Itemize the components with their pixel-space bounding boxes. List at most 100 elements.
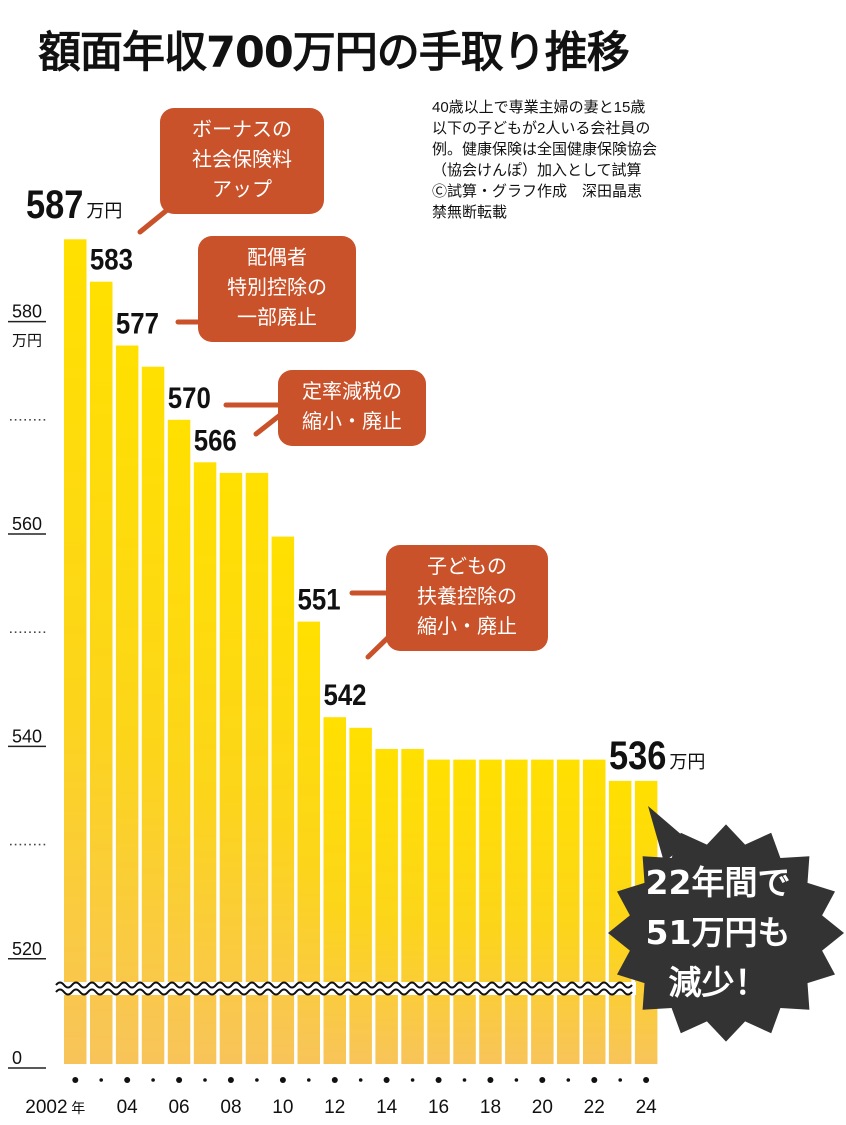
data-label-542: 542: [324, 678, 367, 711]
burst-line: 51万円も: [645, 913, 791, 952]
x-tick-dot: [514, 1078, 519, 1082]
bar-2009: [245, 472, 269, 1064]
burst-text: 22年間で 51万円も 減少！: [628, 858, 808, 1008]
x-tick-unit: 年: [71, 1100, 85, 1116]
y-tick-unit: 万円: [12, 333, 42, 350]
x-tick-label-2002: 2002: [25, 1097, 67, 1118]
callout-line: 社会保険料: [192, 147, 292, 171]
x-tick-dot: [462, 1078, 467, 1082]
x-tick-label-24: 24: [636, 1097, 658, 1118]
y-tick-label-560: 560: [12, 514, 42, 534]
x-tick-dot: [227, 1077, 234, 1083]
break-line-upper: [55, 981, 633, 989]
x-tick-dot: [279, 1077, 286, 1083]
x-tick-dot: [151, 1078, 155, 1082]
x-tick-label-22: 22: [584, 1097, 605, 1118]
bar-2007: [193, 462, 217, 1064]
x-tick-dot: [99, 1078, 103, 1082]
x-tick-dot: [618, 1078, 622, 1082]
bar-2019: [505, 759, 528, 1064]
axis-break-wave: [55, 981, 636, 996]
bar-2002: [64, 239, 87, 1065]
bar-2022: [583, 759, 606, 1064]
callout-line: 一部廃止: [237, 305, 317, 329]
bar-2003: [90, 281, 113, 1064]
callout-line: アップ: [212, 177, 272, 201]
x-tick-dot: [643, 1077, 650, 1083]
note-line: （協会けんぽ）加入として試算: [432, 162, 642, 179]
dotted-gridlines: [10, 418, 48, 846]
burst-line: 減少！: [668, 963, 768, 1002]
bar-2008: [219, 472, 243, 1064]
note-line: Ⓒ試算・グラフ作成 深田晶恵: [432, 183, 643, 200]
y-axis: 580 万円 560 540 520 0: [8, 302, 46, 1069]
x-tick-label-10: 10: [272, 1097, 293, 1118]
bar-2012: [323, 717, 346, 1064]
starburst-badge: [608, 806, 844, 1042]
bar-2017: [453, 759, 476, 1064]
data-label-unit: 万円: [669, 752, 705, 772]
callout-teiritsu: 定率減税の 縮小・廃止: [278, 370, 426, 446]
callout-line: ボーナスの: [192, 117, 292, 141]
callout-line: 配偶者: [247, 245, 307, 269]
callout-line: 特別控除の: [227, 275, 327, 299]
bar-2018: [479, 759, 502, 1064]
callout-line: 扶養控除の: [417, 584, 517, 608]
bar-2005: [141, 366, 165, 1064]
x-tick-dot: [72, 1077, 79, 1083]
x-tick-dot: [410, 1078, 415, 1082]
x-tick-label-08: 08: [220, 1097, 241, 1118]
note-line: 禁無断転載: [432, 204, 508, 221]
note-line: 40歳以上で専業主婦の妻と15歳: [432, 99, 646, 116]
note-line: 例。健康保険は全国健康保険協会: [432, 141, 658, 158]
callout-line: 子どもの: [427, 554, 507, 578]
callout-bonus: ボーナスの 社会保険料 アップ: [160, 108, 324, 214]
data-label-536: 536: [609, 732, 666, 777]
x-tick-dot: [591, 1077, 598, 1083]
bar-2010: [271, 536, 295, 1064]
bars: [64, 239, 658, 1065]
y-tick-label-580: 580: [12, 302, 42, 322]
x-tick-dot: [203, 1078, 207, 1082]
x-tick-label-18: 18: [480, 1097, 501, 1118]
bar-2014: [375, 749, 398, 1064]
bar-2006: [167, 419, 191, 1064]
x-tick-label-06: 06: [168, 1097, 189, 1118]
chart-title: 額面年収700万円の手取り推移: [38, 28, 630, 78]
x-tick-label-04: 04: [117, 1097, 139, 1118]
x-tick-label-16: 16: [428, 1097, 449, 1118]
bar-2015: [401, 749, 424, 1064]
bar-2013: [349, 727, 372, 1064]
callout-line: 縮小・廃止: [417, 614, 517, 638]
data-label-587: 587: [26, 182, 83, 227]
bar-2016: [427, 759, 450, 1064]
data-label-577: 577: [116, 307, 159, 340]
bar-2004: [115, 345, 139, 1064]
x-axis: 2002 年 04 06 08 10 12 14 16 18 20 22 24: [25, 1077, 657, 1118]
y-tick-label-540: 540: [12, 726, 42, 746]
x-tick-dot: [176, 1077, 183, 1083]
x-tick-label-12: 12: [324, 1097, 345, 1118]
x-tick-dot: [331, 1077, 338, 1083]
x-tick-dot: [383, 1077, 390, 1083]
chart-note: 40歳以上で専業主婦の妻と15歳 以下の子どもが2人いる会社員の 例。健康保険は…: [432, 97, 732, 223]
x-tick-dot: [307, 1078, 311, 1082]
callout-line: 縮小・廃止: [302, 409, 402, 433]
x-tick-dot: [435, 1077, 442, 1083]
data-label-566: 566: [194, 423, 237, 456]
break-line-lower: [55, 988, 633, 996]
data-label-551: 551: [298, 583, 341, 616]
callout-line: 定率減税の: [302, 379, 402, 403]
x-tick-dot: [358, 1078, 363, 1082]
x-tick-dot: [487, 1077, 494, 1083]
x-tick-dot: [566, 1078, 571, 1082]
bar-2020: [531, 759, 554, 1064]
x-tick-dot: [255, 1078, 259, 1082]
data-label-570: 570: [168, 381, 211, 414]
x-tick-label-20: 20: [532, 1097, 553, 1118]
burst-line: 22年間で: [645, 863, 791, 902]
callout-kodomo: 子どもの 扶養控除の 縮小・廃止: [386, 545, 548, 651]
data-label-unit: 万円: [86, 201, 122, 221]
bar-2021: [557, 759, 580, 1064]
